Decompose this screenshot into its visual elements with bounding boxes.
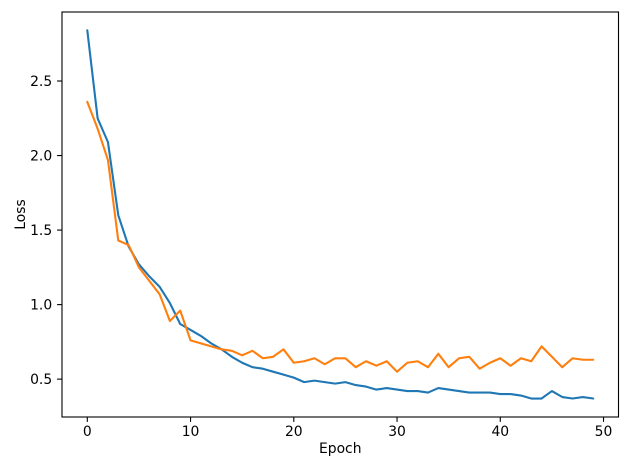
plot-area: 0 10 20 30 40 50 0.5 1.0 1.5 2.0 2.5 Epoch Loss xyxy=(13,11,620,457)
blue-loss-line xyxy=(86,29,595,400)
x-tick-label: 40 xyxy=(491,424,509,440)
y-tick-label: 2.5 xyxy=(30,74,52,90)
x-tick-label: 20 xyxy=(285,424,303,440)
x-tick-label: 30 xyxy=(388,424,406,440)
y-tick-label: 2.0 xyxy=(30,149,52,165)
y-axis-label: Loss xyxy=(13,199,29,229)
y-tick-label: 1.5 xyxy=(30,223,52,239)
y-axis: 0.5 1.0 1.5 2.0 2.5 xyxy=(30,74,62,388)
x-tick-label: 50 xyxy=(595,424,613,440)
axes-spines xyxy=(61,11,620,418)
x-tick-label: 10 xyxy=(182,424,200,440)
y-tick-label: 0.5 xyxy=(30,372,52,388)
x-axis-label: Epoch xyxy=(319,441,362,457)
orange-loss-line xyxy=(86,100,595,373)
y-tick-label: 1.0 xyxy=(30,298,52,314)
x-tick-label: 0 xyxy=(83,424,92,440)
x-axis: 0 10 20 30 40 50 xyxy=(83,417,612,440)
